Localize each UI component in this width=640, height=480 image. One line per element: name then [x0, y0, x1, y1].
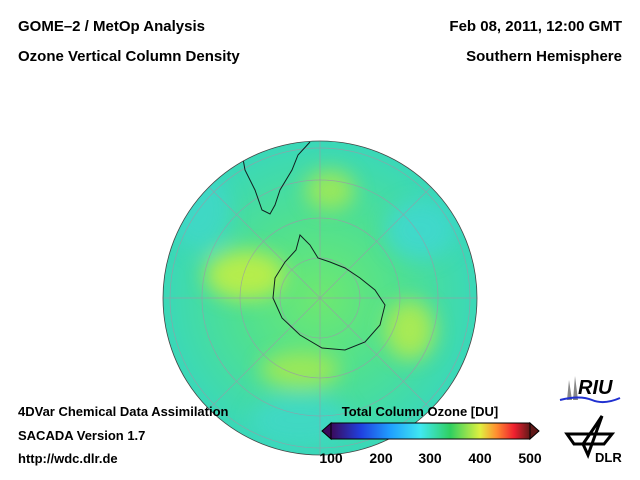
colorbar	[321, 421, 540, 441]
colorbar-tick: 100	[319, 450, 343, 466]
footer-version: SACADA Version 1.7	[18, 428, 146, 443]
dlr-logo: DLR	[564, 415, 622, 465]
colorbar-tick: 300	[418, 450, 442, 466]
footer-method: 4DVar Chemical Data Assimilation	[18, 404, 229, 419]
title-date: Feb 08, 2011, 12:00 GMT	[449, 18, 622, 35]
globe	[163, 141, 477, 455]
colorbar-tick: 500	[518, 450, 542, 466]
colorbar-tick: 200	[369, 450, 393, 466]
colorbar-title: Total Column Ozone [DU]	[341, 404, 499, 419]
svg-text:DLR: DLR	[595, 450, 622, 465]
footer-url[interactable]: http://wdc.dlr.de	[18, 451, 118, 466]
title-instrument: GOME–2 / MetOp Analysis	[18, 18, 205, 35]
title-hemisphere: Southern Hemisphere	[466, 48, 622, 65]
svg-text:RIU: RIU	[578, 377, 613, 399]
title-quantity: Ozone Vertical Column Density	[18, 48, 240, 65]
riu-logo: RIU	[559, 376, 621, 404]
graticule	[163, 141, 477, 455]
colorbar-tick: 400	[468, 450, 492, 466]
